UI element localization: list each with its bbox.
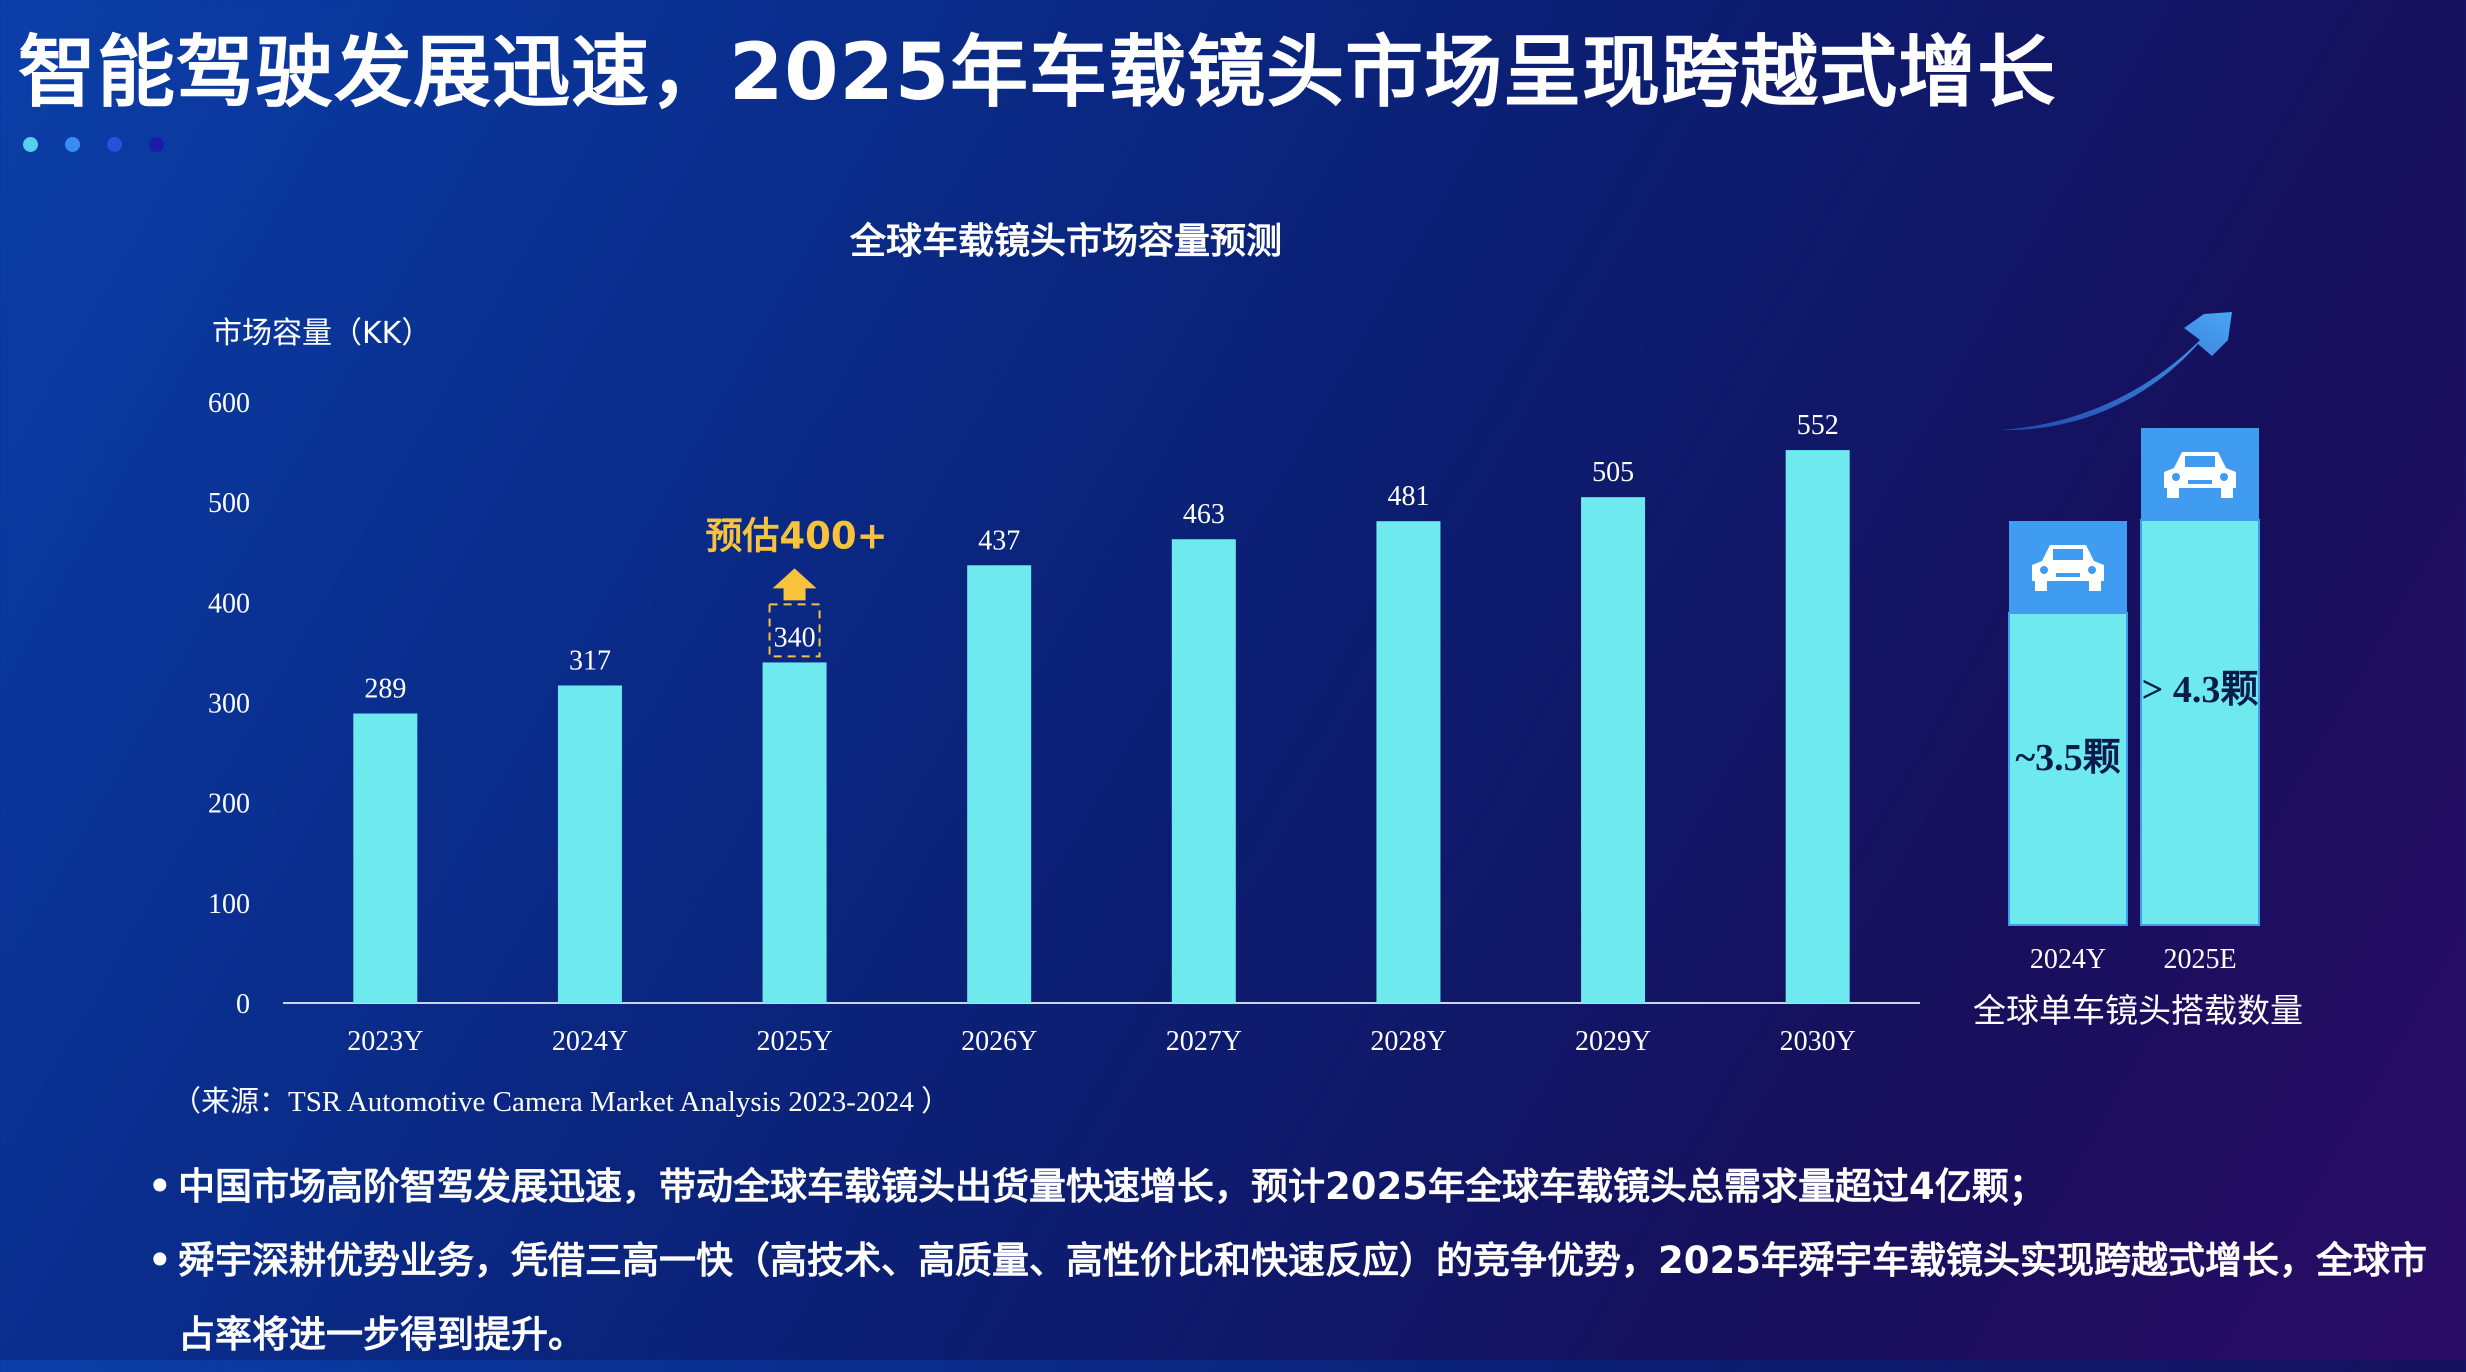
bar xyxy=(353,713,418,1003)
data-label: 463 xyxy=(1183,499,1225,530)
x-tick-label: 2029Y xyxy=(1575,1026,1651,1057)
y-tick-label: 200 xyxy=(208,789,250,820)
x-tick-label: 2025E xyxy=(2163,944,2236,975)
decorative-dot xyxy=(23,137,38,152)
bullet-item: • 舜宇深耕优势业务，凭借三高一快（高技术、高质量、高性价比和快速反应）的竞争优… xyxy=(148,1224,2448,1372)
x-tick-label: 2023Y xyxy=(347,1026,423,1057)
x-tick-label: 2026Y xyxy=(961,1026,1037,1057)
annotation-dashed-box xyxy=(768,603,821,658)
bullet-list: • 中国市场高阶智驾发展迅速，带动全球车载镜头出货量快速增长，预计2025年全球… xyxy=(148,1150,2448,1372)
decorative-dot xyxy=(149,137,164,152)
bar xyxy=(762,662,827,1003)
bullet-mark: • xyxy=(148,1165,172,1208)
chart-title: 全球车载镜头市场容量预测 xyxy=(849,220,1282,262)
data-label: 289 xyxy=(364,674,406,705)
decorative-dots xyxy=(23,137,164,152)
bar xyxy=(1376,521,1441,1003)
bar xyxy=(967,565,1032,1003)
x-tick-label: 2024Y xyxy=(552,1026,628,1057)
bullet-item: • 中国市场高阶智驾发展迅速，带动全球车载镜头出货量快速增长，预计2025年全球… xyxy=(148,1150,2448,1224)
decorative-dot xyxy=(107,137,122,152)
up-arrow-icon xyxy=(772,568,817,601)
x-tick-label: 2024Y xyxy=(2030,944,2106,975)
bullet-mark: • xyxy=(148,1239,172,1282)
data-label: ~3.5颗 xyxy=(2015,737,2120,779)
x-tick-label: 2027Y xyxy=(1166,1026,1242,1057)
x-tick-label: 2025Y xyxy=(756,1026,832,1057)
bar xyxy=(2008,612,2128,926)
bar xyxy=(557,685,622,1003)
x-tick-label: 2030Y xyxy=(1780,1026,1856,1057)
side-chart-label: 全球单车镜头搭载数量 xyxy=(1973,991,2303,1030)
bar xyxy=(1581,497,1646,1003)
data-label: > 4.3颗 xyxy=(2142,669,2259,711)
data-label: 317 xyxy=(569,645,611,676)
decorative-dot xyxy=(65,137,80,152)
bar xyxy=(1785,450,1850,1004)
y-tick-label: 100 xyxy=(208,889,250,920)
data-label: 481 xyxy=(1387,481,1429,512)
page-title: 智能驾驶发展迅速，2025年车载镜头市场呈现跨越式增长 xyxy=(18,28,2057,118)
source-note: （来源：TSR Automotive Camera Market Analysi… xyxy=(172,1086,951,1118)
car-icon xyxy=(2164,452,2236,498)
y-tick-label: 0 xyxy=(236,989,250,1020)
data-label: 552 xyxy=(1797,410,1839,441)
x-tick-label: 2028Y xyxy=(1370,1026,1446,1057)
bar xyxy=(2140,519,2260,926)
data-label: 340 xyxy=(774,622,816,653)
car-icon xyxy=(2032,545,2104,591)
data-label: 437 xyxy=(978,525,1020,556)
y-tick-label: 400 xyxy=(208,588,250,619)
y-axis-label: 市场容量（KK） xyxy=(212,316,431,351)
annotation-label: 预估400+ xyxy=(705,514,887,557)
y-tick-label: 300 xyxy=(208,689,250,720)
y-tick-label: 500 xyxy=(208,488,250,519)
growth-arrow-icon xyxy=(2000,312,2232,431)
bar xyxy=(1171,539,1236,1003)
data-label: 505 xyxy=(1592,457,1634,488)
bullet-text: 中国市场高阶智驾发展迅速，带动全球车载镜头出货量快速增长，预计2025年全球车载… xyxy=(178,1165,2046,1208)
y-tick-label: 600 xyxy=(208,388,250,419)
bullet-text: 舜宇深耕优势业务，凭借三高一快（高技术、高质量、高性价比和快速反应）的竞争优势，… xyxy=(178,1239,2427,1356)
